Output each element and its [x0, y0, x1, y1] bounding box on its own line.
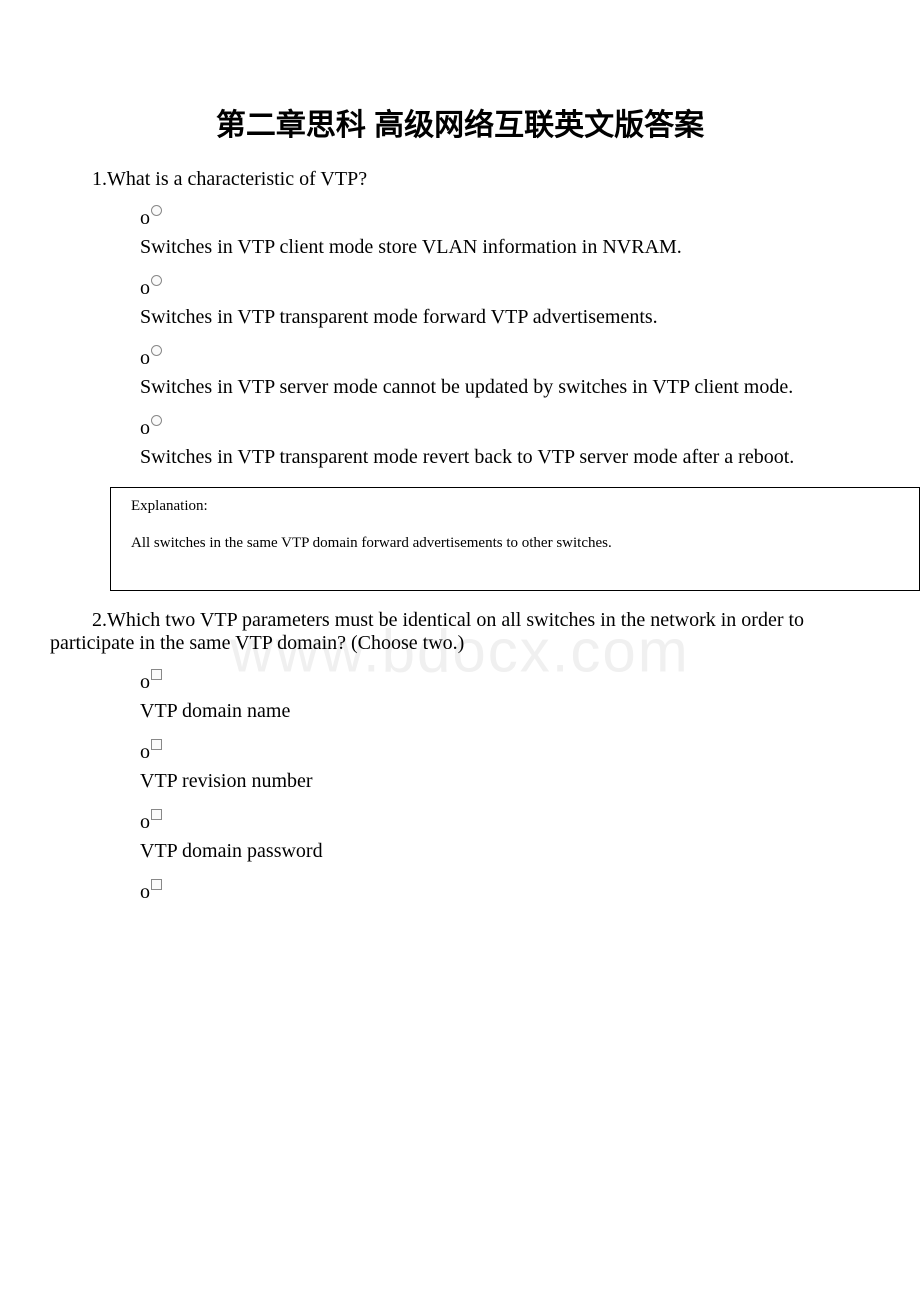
option-bullet-o: o — [140, 881, 150, 904]
option-bullet-o: o — [140, 207, 150, 230]
option-bullet-o: o — [140, 417, 150, 440]
explanation-label: Explanation: — [111, 488, 919, 525]
radio-icon[interactable] — [151, 275, 162, 286]
checkbox-icon[interactable] — [151, 739, 162, 750]
explanation-spacer — [111, 562, 919, 590]
q1-option-marker-3: o — [140, 417, 870, 440]
q2-option-marker-2: o — [140, 811, 870, 834]
q1-option-marker-1: o — [140, 277, 870, 300]
radio-icon[interactable] — [151, 205, 162, 216]
q1-option-3: Switches in VTP transparent mode revert … — [50, 446, 870, 469]
checkbox-icon[interactable] — [151, 809, 162, 820]
document-content: 第二章思科 高级网络互联英文版答案 1.What is a characteri… — [50, 100, 870, 904]
q1-option-marker-0: o — [140, 207, 870, 230]
q2-option-2: VTP domain password — [140, 840, 870, 863]
q1-option-0: Switches in VTP client mode store VLAN i… — [140, 236, 870, 259]
q1-option-marker-2: o — [140, 347, 870, 370]
question-1-text: 1.What is a characteristic of VTP? — [50, 168, 870, 191]
q2-option-1: VTP revision number — [140, 770, 870, 793]
option-bullet-o: o — [140, 741, 150, 764]
question-2-text: 2.Which two VTP parameters must be ident… — [50, 609, 870, 655]
option-bullet-o: o — [140, 811, 150, 834]
explanation-box: Explanation: All switches in the same VT… — [110, 487, 920, 591]
option-bullet-o: o — [140, 347, 150, 370]
radio-icon[interactable] — [151, 345, 162, 356]
q2-option-marker-0: o — [140, 671, 870, 694]
option-bullet-o: o — [140, 671, 150, 694]
page-title: 第二章思科 高级网络互联英文版答案 — [50, 100, 870, 144]
q2-option-marker-3: o — [140, 881, 870, 904]
q2-option-0: VTP domain name — [140, 700, 870, 723]
checkbox-icon[interactable] — [151, 879, 162, 890]
q1-option-2: Switches in VTP server mode cannot be up… — [50, 376, 870, 399]
explanation-text: All switches in the same VTP domain forw… — [111, 525, 919, 562]
option-bullet-o: o — [140, 277, 150, 300]
checkbox-icon[interactable] — [151, 669, 162, 680]
q2-option-marker-1: o — [140, 741, 870, 764]
radio-icon[interactable] — [151, 415, 162, 426]
q1-option-1: Switches in VTP transparent mode forward… — [140, 306, 870, 329]
